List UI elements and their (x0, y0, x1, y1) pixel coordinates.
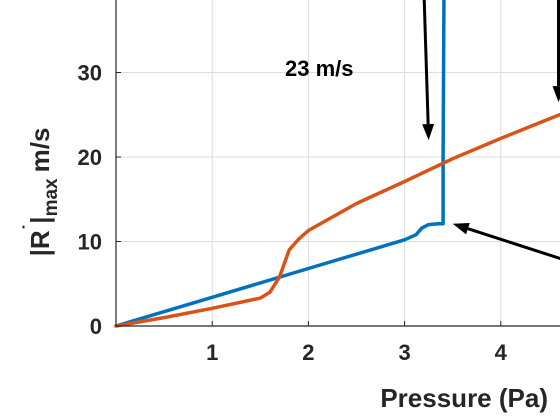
svg-text:|R˙|maxm/s: |R˙|max m/s (20, 128, 62, 257)
x-tick-label: 3 (398, 340, 410, 365)
series-line-2 (114, 112, 560, 328)
y-tick-label: 0 (90, 314, 102, 339)
axes (115, 0, 560, 327)
y-axis-label-dot: ˙ (20, 224, 42, 231)
y-axis-label-sub: max (41, 178, 62, 216)
arrow-head (452, 222, 470, 235)
y-tick-label: 40 (78, 0, 102, 1)
arrow-shaft (467, 227, 560, 261)
arrow-head (552, 86, 560, 103)
y-tick-label: 20 (78, 145, 102, 170)
arrow-shaft (422, 0, 430, 125)
y-axis-label-bar: | (25, 216, 55, 223)
annotation-23ms: 23 m/s (285, 56, 354, 81)
x-tick-label: 4 (495, 340, 508, 365)
arrow-head (422, 123, 435, 141)
tick-labels: 1234010203040 (78, 0, 508, 365)
y-tick-label: 30 (78, 61, 102, 86)
y-axis-label-main: |R (25, 230, 55, 256)
series-line-1 (114, 0, 446, 328)
x-axis-label: Pressure (Pa) (380, 383, 548, 413)
plot-lines (114, 0, 560, 328)
y-axis-label: |R˙|max m/s (20, 128, 62, 257)
y-tick-label: 10 (78, 230, 102, 255)
x-tick-label: 2 (302, 340, 314, 365)
x-tick-label: 1 (206, 340, 218, 365)
y-axis-label-unit: m/s (25, 128, 55, 173)
grid (116, 0, 560, 327)
annotation-arrows (422, 0, 560, 261)
